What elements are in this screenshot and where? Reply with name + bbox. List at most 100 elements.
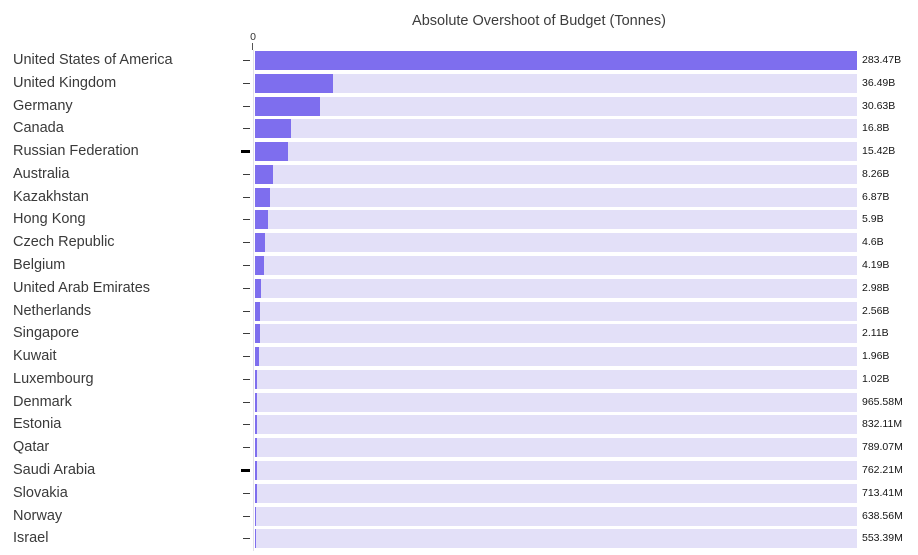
country-label: Slovakia — [13, 484, 68, 501]
axis-tick — [243, 378, 250, 380]
bar-track — [255, 369, 857, 389]
country-label: Belgium — [13, 257, 66, 273]
bar-track — [255, 301, 857, 321]
value-label: 8.26B — [862, 167, 890, 180]
axis-tick — [243, 356, 250, 357]
axis-tick — [243, 105, 250, 107]
axis-tick — [243, 82, 250, 84]
chart-row: Russian Federation 15.42B — [0, 142, 918, 162]
chart-row: Luxembourg 1.02B — [0, 369, 918, 389]
value-bar — [255, 142, 288, 162]
chart-row: Saudi Arabia 762.21M — [0, 460, 918, 480]
value-label: 1.96B — [862, 350, 890, 362]
value-label: 283.47B — [862, 54, 902, 66]
bar-track — [255, 324, 857, 344]
value-label: 1.02B — [862, 372, 890, 385]
axis-tick — [243, 265, 250, 266]
bar-track — [255, 233, 857, 253]
bar-track — [255, 483, 857, 503]
value-label: 789.07M — [862, 441, 903, 454]
country-label: Netherlands — [13, 302, 92, 319]
value-label: 30.63B — [862, 99, 896, 112]
value-label: 713.41M — [862, 486, 903, 499]
chart-row: Australia 8.26B — [0, 164, 918, 184]
chart-row: Germany 30.63B — [0, 96, 918, 116]
country-label: Czech Republic — [13, 234, 115, 251]
axis-tick — [243, 538, 250, 540]
x-axis-zero-tick-label: 0 — [250, 31, 256, 43]
value-bar — [255, 73, 333, 93]
bar-track — [255, 529, 857, 549]
chart-row: United Arab Emirates 2.98B — [0, 278, 918, 298]
y-axis-line — [253, 50, 254, 551]
axis-tick — [243, 173, 250, 175]
value-bar — [255, 415, 257, 435]
value-bar — [255, 96, 320, 116]
axis-tick — [243, 196, 250, 198]
axis-tick — [243, 128, 250, 130]
bar-track — [255, 187, 857, 207]
country-label: United Arab Emirates — [13, 279, 151, 296]
bar-track — [255, 278, 857, 298]
bar-track — [255, 142, 857, 162]
axis-tick — [241, 468, 250, 472]
chart-row: United Kingdom 36.49B — [0, 73, 918, 93]
value-label: 762.21M — [862, 463, 903, 476]
bar-track — [255, 438, 857, 458]
bar-track — [255, 210, 857, 230]
value-bar — [255, 392, 258, 412]
value-bar — [255, 301, 261, 321]
chart-row: Belgium 4.19B — [0, 256, 918, 275]
chart-row: Qatar 789.07M — [0, 438, 918, 458]
axis-tick — [243, 60, 250, 61]
chart-row: Israel 553.39M — [0, 529, 918, 549]
country-label: Hong Kong — [13, 211, 86, 228]
country-label: Denmark — [13, 393, 72, 410]
bar-track — [255, 96, 857, 116]
x-axis-zero-tick-mark — [252, 43, 253, 50]
country-label: Kuwait — [13, 348, 57, 364]
chart-title: Absolute Overshoot of Budget (Tonnes) — [412, 13, 666, 29]
country-label: Australia — [13, 165, 70, 182]
value-bar — [255, 369, 258, 389]
country-label: Canada — [13, 120, 64, 137]
bar-track — [255, 51, 857, 70]
chart-row: Denmark 965.58M — [0, 392, 918, 412]
bar-track — [255, 73, 857, 93]
axis-tick — [243, 424, 250, 426]
bar-track — [255, 164, 857, 184]
value-label: 2.56B — [862, 304, 890, 317]
chart-row: Kuwait 1.96B — [0, 347, 918, 366]
chart-row: Netherlands 2.56B — [0, 301, 918, 321]
axis-tick — [243, 310, 250, 312]
chart-row: Kazakhstan 6.87B — [0, 187, 918, 207]
value-label: 15.42B — [862, 145, 896, 158]
chart-row: Singapore 2.11B — [0, 324, 918, 344]
bar-track — [255, 256, 857, 275]
chart-row: Norway 638.56M — [0, 506, 918, 526]
axis-tick — [243, 333, 250, 335]
chart-row: Hong Kong 5.9B — [0, 210, 918, 230]
value-label: 638.56M — [862, 509, 903, 522]
value-label: 832.11M — [862, 418, 903, 431]
country-label: Norway — [13, 507, 63, 524]
value-label: 4.19B — [862, 259, 890, 271]
value-bar — [255, 233, 265, 253]
bar-track — [255, 460, 857, 480]
country-label: Russian Federation — [13, 143, 139, 160]
chart-row: Slovakia 713.41M — [0, 483, 918, 503]
bar-track — [255, 119, 857, 139]
country-label: Luxembourg — [13, 370, 94, 387]
value-bar — [255, 347, 260, 366]
value-bar — [255, 187, 270, 207]
value-label: 6.87B — [862, 190, 890, 203]
country-label: Israel — [13, 530, 49, 547]
chart-row: Czech Republic 4.6B — [0, 233, 918, 253]
axis-tick — [243, 515, 250, 517]
country-label: Saudi Arabia — [13, 461, 96, 478]
country-label: Singapore — [13, 325, 80, 342]
country-label: United Kingdom — [13, 74, 117, 91]
value-bar — [255, 529, 257, 549]
value-bar — [255, 210, 268, 230]
